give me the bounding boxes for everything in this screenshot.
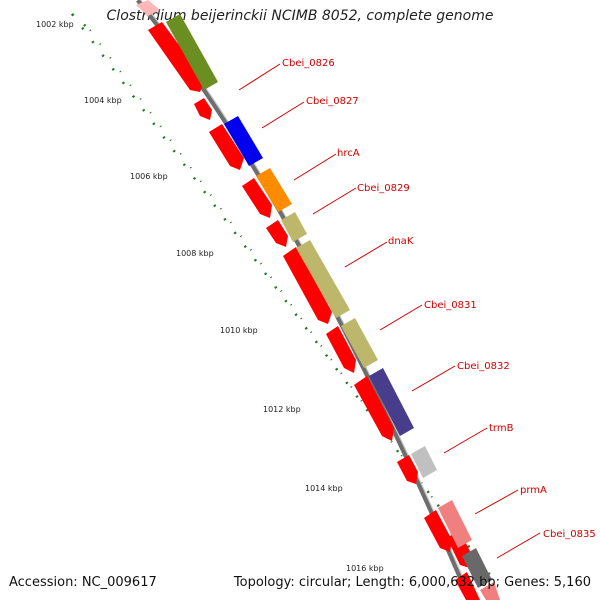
tick-label: 1016 kbp xyxy=(346,564,384,573)
gene-label: dnaK xyxy=(388,236,414,247)
gene-label: prmA xyxy=(520,485,547,496)
callout-line xyxy=(238,63,281,91)
genome-info-text: Topology: circular; Length: 6,000,632 bp… xyxy=(233,575,591,590)
cds-feature xyxy=(242,178,272,218)
category-bars xyxy=(166,14,500,600)
gene-label: hrcA xyxy=(337,148,360,159)
category-bar xyxy=(166,14,218,90)
callout-line xyxy=(261,101,305,129)
category-bar xyxy=(256,168,292,212)
tick-line xyxy=(70,13,492,576)
tick-label: 1002 kbp xyxy=(36,20,74,29)
tick-line xyxy=(89,29,501,591)
cds-features xyxy=(136,0,480,600)
category-bar xyxy=(411,446,437,478)
tick-label: 1006 kbp xyxy=(130,172,168,181)
gene-label: Cbei_0829 xyxy=(357,183,410,194)
genome-backbone-highlight xyxy=(140,0,473,600)
callout-line xyxy=(443,427,488,454)
callout-lines xyxy=(238,63,541,559)
gene-labels: Cbei_0826 Cbei_0827 hrcA Cbei_0829 dnaK … xyxy=(282,58,596,540)
callout-line xyxy=(344,241,388,268)
tick-mark xyxy=(71,13,91,31)
gene-label: Cbei_0826 xyxy=(282,58,335,69)
category-bar xyxy=(480,582,500,600)
gene-label: Cbei_0835 xyxy=(543,529,596,540)
callout-line xyxy=(411,365,456,392)
accession-text: Accession: NC_009617 xyxy=(9,575,157,590)
gene-label: trmB xyxy=(489,423,514,434)
category-bar xyxy=(341,318,378,368)
gene-label: Cbei_0831 xyxy=(424,300,477,311)
category-bar xyxy=(462,548,492,588)
cds-feature xyxy=(266,220,288,247)
tick-label: 1014 kbp xyxy=(305,484,343,493)
genome-backbone xyxy=(136,0,473,600)
cds-feature xyxy=(326,326,356,373)
tick-label: 1012 kbp xyxy=(263,405,301,414)
tick-labels: 1002 kbp 1004 kbp 1006 kbp 1008 kbp 1010… xyxy=(36,20,384,573)
category-bar xyxy=(296,240,350,318)
category-bar xyxy=(281,212,307,242)
cds-feature xyxy=(283,247,332,324)
cds-feature xyxy=(397,455,418,484)
callout-line xyxy=(312,187,357,215)
genome-title: Clostridium beijerinckii NCIMB 8052, com… xyxy=(106,8,494,24)
callout-line xyxy=(293,153,337,181)
tick-label: 1008 kbp xyxy=(176,249,214,258)
gene-label: Cbei_0827 xyxy=(306,96,359,107)
category-bar xyxy=(224,116,263,166)
gene-label: Cbei_0832 xyxy=(457,361,510,372)
callout-line xyxy=(474,489,519,515)
tick-label: 1004 kbp xyxy=(84,96,122,105)
callout-line xyxy=(496,532,541,559)
cds-feature xyxy=(455,572,480,600)
tick-marks xyxy=(70,13,501,591)
cds-feature xyxy=(209,124,244,170)
cds-feature xyxy=(424,510,452,552)
cds-feature xyxy=(136,0,160,16)
callout-line xyxy=(379,304,423,331)
category-bar xyxy=(438,500,472,548)
cds-feature xyxy=(148,22,205,92)
category-bar xyxy=(369,368,414,436)
cds-feature xyxy=(194,98,212,120)
tick-label: 1010 kbp xyxy=(220,326,258,335)
cds-feature xyxy=(354,376,394,441)
